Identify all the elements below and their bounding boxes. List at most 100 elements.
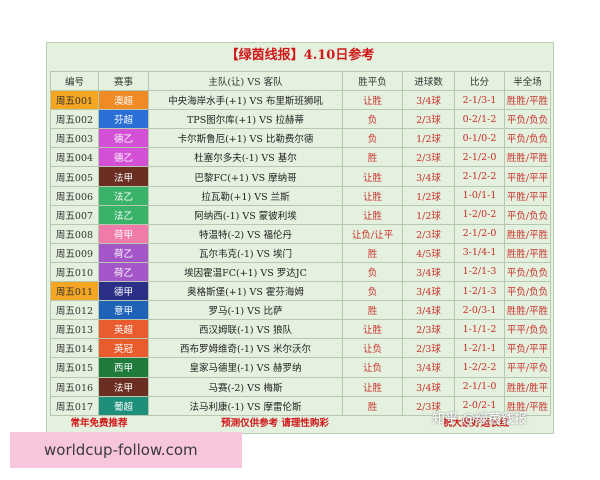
id-cell: 周五012 — [50, 300, 99, 321]
half-full-cell: 胜胜/平胜 — [504, 223, 551, 244]
half-full-cell: 平负/负负 — [504, 261, 551, 283]
footer: 常年免费推荐 预测仅供参考 请理性购彩 祝大家好运长红 — [50, 415, 550, 433]
score-cell: 3-1/4-1 — [454, 242, 505, 263]
score-cell: 2-1/3-1 — [454, 90, 505, 111]
league-cell: 荷乙 — [98, 242, 149, 263]
league-cell: 法甲 — [98, 166, 149, 187]
table-row: 周五016 法甲 马赛(-2) VS 梅斯 让胜 3/4球 2-1/1-0 胜胜/胜平 — [50, 376, 551, 397]
league-cell: 荷乙 — [98, 261, 149, 283]
half-full-cell: 平负/负负 — [504, 128, 551, 149]
id-cell: 周五006 — [50, 185, 99, 206]
result-cell: 胜 — [342, 395, 403, 416]
result-cell: 负 — [342, 281, 403, 302]
result-cell: 负 — [342, 261, 403, 283]
column-header: 胜平负 — [342, 70, 403, 92]
id-cell: 周五017 — [50, 395, 99, 416]
score-cell: 0-2/1-2 — [454, 109, 505, 130]
league-cell: 芬超 — [98, 109, 149, 130]
table-row: 周五009 荷乙 瓦尔韦克(-1) VS 埃门胜 4/5球 3-1/4-1 胜胜/平胜 — [50, 242, 551, 263]
match-cell: 巴黎FC(+1) VS 摩纳哥 — [148, 166, 343, 187]
league-cell: 法甲 — [98, 376, 149, 397]
half-full-cell: 平胜/平平 — [504, 185, 551, 206]
goals-cell: 3/4球 — [402, 90, 455, 111]
table-row: 周五006 法乙 拉瓦勒(+1) VS 兰斯 让胜 1/2球 1-0/1-1 平胜/平平 — [50, 185, 551, 206]
title: 【绿茵线报】4.10日参考 — [225, 48, 375, 63]
league-cell: 意甲 — [98, 300, 149, 321]
half-full-cell: 平负/负负 — [504, 109, 551, 130]
match-cell: 拉瓦勒(+1) VS 兰斯 — [148, 185, 343, 206]
goals-cell: 3/4球 — [402, 261, 455, 283]
result-cell: 胜 — [342, 300, 403, 321]
result-cell: 负 — [342, 109, 403, 130]
score-cell: 2-1/1-0 — [454, 376, 505, 397]
score-cell: 1-2/1-1 — [454, 338, 505, 359]
match-cell: 罗马(-1) VS 比萨 — [148, 300, 343, 321]
goals-cell: 2/3球 — [402, 319, 455, 340]
league-cell: 德甲 — [98, 281, 149, 302]
table-row: 周五007 法乙 阿纳西(-1) VS 蒙彼利埃 让胜 1/2球 1-2/0-2 平负/负负 — [50, 204, 551, 225]
league-cell: 德乙 — [98, 128, 149, 149]
result-cell: 让负 — [342, 357, 403, 378]
schedule-table: 编号 赛事 主队(让) VS 客队 胜平负 进球数 比分 半全场 周五001 澳超 中央海岸水手… — [50, 70, 551, 416]
result-cell: 让胜 — [342, 204, 403, 225]
id-cell: 周五004 — [50, 147, 99, 168]
table-row: 周五004 德乙 杜塞尔多夫(-1) VS 基尔胜 2/3球 2-1/2-0 胜胜/平胜 — [50, 147, 551, 168]
result-cell: 胜 — [342, 147, 403, 168]
result-cell: 让胜 — [342, 319, 403, 340]
match-cell: 特温特(-2) VS 福伦丹 — [148, 223, 343, 244]
league-cell: 英冠 — [98, 338, 149, 359]
half-full-cell: 胜胜/平胜 — [504, 300, 551, 321]
site-banner[interactable]: worldcup-follow.com — [10, 432, 242, 468]
match-cell: 埃因霍温FC(+1) VS 罗达JC — [148, 261, 343, 283]
id-cell: 周五001 — [50, 90, 99, 111]
goals-cell: 2/3球 — [402, 109, 455, 130]
footer-text: 祝大家好运长红 — [442, 418, 510, 429]
match-cell: 马赛(-2) VS 梅斯 — [148, 376, 343, 397]
score-cell: 1-2/1-3 — [454, 281, 505, 302]
table-row: 周五008 荷甲 特温特(-2) VS 福伦丹 让负/让平 2/3球 2-1/2-0 胜胜/… — [50, 223, 551, 244]
goals-cell: 3/4球 — [402, 300, 455, 321]
match-cell: TPS图尔库(+1) VS 拉赫蒂 — [148, 109, 343, 130]
goals-cell: 3/4球 — [402, 281, 455, 302]
match-cell: 皇家马德里(-1) VS 赫罗纳 — [148, 357, 343, 378]
goals-cell: 2/3球 — [402, 338, 455, 359]
id-cell: 周五008 — [50, 223, 99, 244]
table-body: 周五001 澳超 中央海岸水手(+1) VS 布里斯班狮吼 让胜 3/4球 2-1/3-1… — [50, 90, 551, 416]
goals-cell: 1/2球 — [402, 185, 455, 206]
goals-cell: 1/2球 — [402, 128, 455, 149]
table-row: 周五001 澳超 中央海岸水手(+1) VS 布里斯班狮吼 让胜 3/4球 2-1/3-1… — [50, 90, 551, 111]
table-row: 周五013 英超 西汉姆联(-1) VS 狼队 让胜 2/3球 1-1/1-2 平平/负负 — [50, 319, 551, 340]
footer-text: 预测仅供参考 请理性购彩 — [221, 418, 329, 429]
watermark: 知乎 @绿茵线报 — [432, 412, 528, 427]
score-cell: 0-1/0-2 — [454, 128, 505, 149]
column-header: 主队(让) VS 客队 — [148, 70, 343, 92]
id-cell: 周五005 — [50, 166, 99, 187]
league-cell: 葡超 — [98, 395, 149, 416]
half-full-cell: 平负/负负 — [504, 204, 551, 225]
goals-cell: 3/4球 — [402, 357, 455, 378]
goals-cell: 1/2球 — [402, 204, 455, 225]
table-row: 周五005 法甲 巴黎FC(+1) VS 摩纳哥 让胜 3/4球 2-1/2-2 平胜/平平 — [50, 166, 551, 187]
match-cell: 法马利康(-1) VS 摩雷伦斯 — [148, 395, 343, 416]
id-cell: 周五011 — [50, 281, 99, 302]
match-cell: 杜塞尔多夫(-1) VS 基尔 — [148, 147, 343, 168]
match-cell: 西汉姆联(-1) VS 狼队 — [148, 319, 343, 340]
half-full-cell: 胜胜/平胜 — [504, 242, 551, 263]
score-cell: 2-1/2-0 — [454, 223, 505, 244]
score-cell: 2-1/2-0 — [454, 147, 505, 168]
league-cell: 法乙 — [98, 204, 149, 225]
half-full-cell: 胜胜/平胜 — [504, 90, 551, 111]
table-row: 周五012 意甲 罗马(-1) VS 比萨胜 3/4球 2-0/3-1 胜胜/平胜 — [50, 300, 551, 321]
id-cell: 周五003 — [50, 128, 99, 149]
half-full-cell: 胜胜/胜平 — [504, 376, 551, 397]
match-cell: 阿纳西(-1) VS 蒙彼利埃 — [148, 204, 343, 225]
half-full-cell: 胜胜/平胜 — [504, 147, 551, 168]
score-cell: 1-2/1-3 — [454, 261, 505, 283]
result-cell: 让胜 — [342, 185, 403, 206]
half-full-cell: 平平/平负 — [504, 357, 551, 378]
league-cell: 西甲 — [98, 357, 149, 378]
league-cell: 德乙 — [98, 147, 149, 168]
result-cell: 让负 — [342, 338, 403, 359]
score-cell: 2-1/2-2 — [454, 166, 505, 187]
